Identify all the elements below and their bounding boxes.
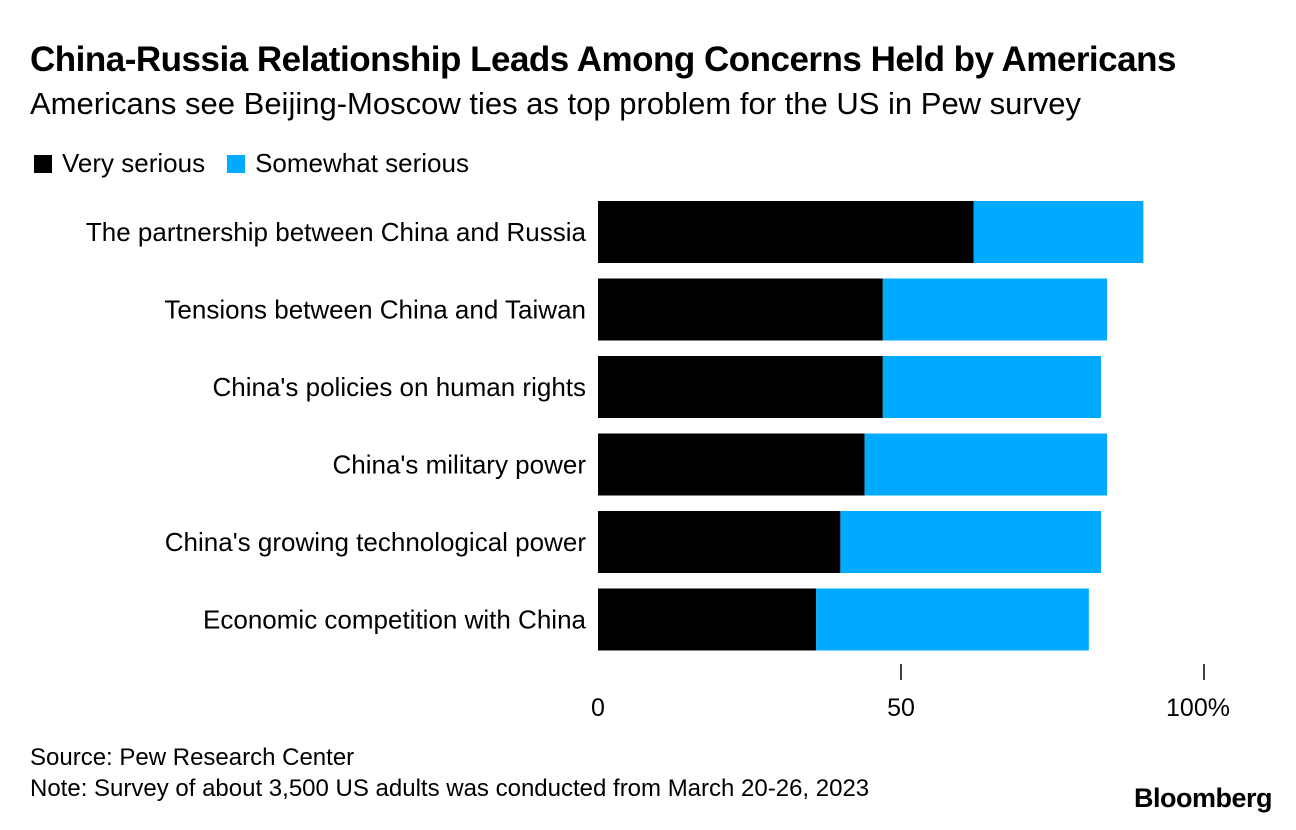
- chart-subtitle: Americans see Beijing-Moscow ties as top…: [30, 86, 1081, 121]
- legend-label-somewhat-serious: Somewhat serious: [255, 148, 469, 178]
- legend-swatch-very-serious: [34, 154, 52, 173]
- legend-swatch-somewhat-serious: [227, 154, 246, 173]
- bar-somewhat-serious: [882, 278, 1108, 341]
- bar-very-serious: [598, 201, 974, 263]
- bar-somewhat-serious: [840, 511, 1101, 573]
- source-text: Source: Pew Research Center: [30, 744, 355, 771]
- bar-very-serious: [598, 588, 817, 651]
- category-label: China's military power: [333, 450, 587, 480]
- bar-somewhat-serious: [973, 201, 1144, 263]
- bar-very-serious: [598, 278, 883, 341]
- x-tick-label: 50: [887, 694, 915, 722]
- chart-title: China-Russia Relationship Leads Among Co…: [30, 40, 1176, 79]
- category-label: Tensions between China and Taiwan: [164, 295, 586, 325]
- bar-very-serious: [598, 511, 841, 573]
- legend: Very serious Somewhat serious: [34, 148, 491, 179]
- bloomberg-logo: Bloomberg: [1133, 783, 1273, 813]
- bar-somewhat-serious: [816, 588, 1089, 651]
- x-tick-label: 0: [591, 694, 605, 722]
- bar-very-serious: [598, 356, 883, 418]
- bar-very-serious: [598, 433, 865, 496]
- legend-label-very-serious: Very serious: [62, 148, 206, 178]
- category-label: Economic competition with China: [203, 605, 586, 635]
- bar-somewhat-serious: [864, 433, 1108, 496]
- note-text: Note: Survey of about 3,500 US adults wa…: [30, 775, 870, 802]
- category-label: China's policies on human rights: [213, 372, 587, 402]
- bar-somewhat-serious: [882, 356, 1101, 418]
- legend-item-somewhat-serious: Somewhat serious: [227, 148, 469, 179]
- category-label: The partnership between China and Russia: [86, 217, 587, 247]
- legend-item-very-serious: Very serious: [34, 148, 205, 179]
- bar-chart: The partnership between China and Russia…: [86, 201, 1230, 722]
- category-label: China's growing technological power: [165, 527, 587, 557]
- x-tick-label: 100%: [1166, 694, 1230, 722]
